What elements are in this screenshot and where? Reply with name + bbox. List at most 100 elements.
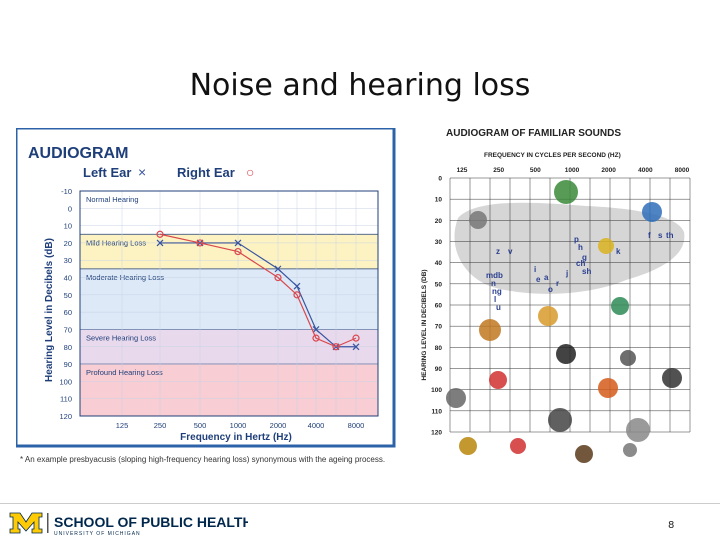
- familiar-y-tick: 40: [435, 260, 443, 267]
- speech-sound-letter: th: [666, 231, 674, 240]
- right-ear-point: [332, 343, 340, 351]
- clock-icon: [598, 238, 614, 254]
- speech-sound-letter: mdb: [486, 271, 503, 280]
- left-ear-point: [234, 239, 242, 247]
- baby-icon: [538, 306, 558, 326]
- left-ear-marker-icon: ×: [138, 164, 146, 180]
- audiogram-y-tick: 110: [60, 395, 72, 404]
- familiar-sounds-panel: AUDIOGRAM OF FAMILIAR SOUNDS FREQUENCY I…: [416, 120, 706, 470]
- dog-icon: [479, 319, 501, 341]
- block-m-icon: SCHOOL OF PUBLIC HEALTH UNIVERSITY OF MI…: [9, 512, 253, 537]
- vacuum-icon: [611, 297, 629, 315]
- left-ear-point: [312, 326, 320, 333]
- audiogram-series-line-left-ear: [160, 242, 356, 348]
- speech-sound-letter: ng: [492, 287, 502, 296]
- familiar-sounds-y-axis-label: HEARING LEVEL IN DECIBELS (DB): [421, 269, 428, 380]
- truck-icon: [446, 388, 466, 408]
- slide-title: Noise and hearing loss: [189, 68, 531, 103]
- familiar-y-tick: 20: [435, 218, 443, 225]
- bird-icon: [642, 202, 662, 222]
- familiar-y-tick: 60: [435, 303, 443, 310]
- speech-sound-letter: u: [496, 303, 501, 312]
- speech-sound-letter: l: [494, 295, 496, 304]
- audiogram-band-4: [80, 364, 378, 416]
- audiogram-x-tick: 125: [116, 421, 129, 430]
- familiar-x-tick: 1000: [565, 167, 580, 174]
- rifle-icon: [575, 445, 593, 463]
- familiar-y-tick: 110: [432, 408, 443, 415]
- chainsaw-icon: [598, 378, 618, 398]
- speech-sound-letter: n: [491, 279, 496, 288]
- audiogram-y-tick: 20: [64, 239, 72, 248]
- audiogram-footnote: * An example presbyacusis (sloping high-…: [20, 455, 386, 464]
- audiogram-y-tick: 70: [64, 325, 72, 334]
- right-ear-point: [196, 239, 204, 247]
- right-ear-marker-icon: ○: [246, 164, 254, 180]
- speech-sound-letter: a: [544, 273, 549, 282]
- speech-sound-letter: r: [556, 279, 559, 288]
- left-ear-point: [352, 343, 360, 351]
- phone-icon: [620, 350, 636, 366]
- audiogram-band-label: Profound Hearing Loss: [86, 368, 163, 377]
- piano-icon: [556, 344, 576, 364]
- familiar-y-tick: 100: [431, 387, 442, 394]
- familiar-sounds-chart: AUDIOGRAM OF FAMILIAR SOUNDS FREQUENCY I…: [421, 128, 691, 463]
- audiogram-x-tick: 1000: [230, 421, 247, 430]
- jet-icon: [626, 418, 650, 442]
- right-ear-point: [274, 273, 282, 282]
- audiogram-panel: AUDIOGRAM Left Ear × Right Ear ○ Normal …: [14, 126, 400, 482]
- audiogram-band-label: Severe Hearing Loss: [86, 333, 156, 342]
- speech-sound-letter: ch: [576, 259, 585, 268]
- familiar-y-tick: 30: [435, 239, 443, 246]
- audiogram-y-tick: 80: [64, 343, 72, 352]
- speech-sound-letter: v: [508, 247, 513, 256]
- familiar-y-tick: 10: [435, 197, 443, 204]
- familiar-x-tick: 250: [493, 167, 504, 174]
- speech-banana: [454, 202, 685, 294]
- audiogram-y-tick: 30: [64, 256, 72, 265]
- audiogram-x-tick: 8000: [348, 421, 365, 430]
- familiar-x-tick: 125: [457, 167, 468, 174]
- school-name: SCHOOL OF PUBLIC HEALTH: [54, 514, 248, 530]
- school-logo: SCHOOL OF PUBLIC HEALTH UNIVERSITY OF MI…: [8, 511, 253, 537]
- right-ear-point: [352, 334, 360, 342]
- page-number: 8: [668, 520, 675, 531]
- speech-sound-letter: j: [565, 269, 568, 278]
- footer-divider: [0, 503, 720, 504]
- speech-sound-letter: i: [534, 265, 536, 274]
- speech-sound-letter: s: [658, 231, 663, 240]
- audiogram-series-line-right-ear: [159, 233, 357, 348]
- audiogram-y-tick: -10: [61, 187, 72, 196]
- lawnmower-icon: [489, 371, 507, 389]
- audiogram-y-tick: 100: [59, 377, 72, 386]
- familiar-y-tick: 80: [435, 345, 443, 352]
- familiar-y-tick: 90: [435, 366, 443, 373]
- faucet-icon: [469, 211, 487, 229]
- band-icon: [548, 408, 572, 432]
- audiogram-band-label: Normal Hearing: [86, 195, 139, 204]
- audiogram-x-tick: 250: [154, 421, 167, 430]
- audiogram-y-axis-label: Hearing Level in Decibels (dB): [44, 238, 55, 382]
- left-ear-point: [274, 265, 282, 273]
- audiogram-band-1: [80, 234, 378, 269]
- audiogram-y-tick: 10: [64, 222, 72, 231]
- leaves-icon: [554, 180, 578, 204]
- audiogram-y-tick: 60: [64, 308, 72, 317]
- audiogram-chart: AUDIOGRAM Left Ear × Right Ear ○ Normal …: [14, 126, 396, 448]
- audiogram-y-tick: 40: [64, 274, 72, 283]
- right-ear-point: [312, 334, 320, 342]
- audiogram-plot-border: [79, 190, 379, 417]
- left-ear-point: [293, 282, 301, 290]
- right-ear-point: [234, 247, 242, 256]
- legend-right-ear-label: Right Ear: [177, 165, 235, 180]
- speech-sound-letter: g: [582, 253, 587, 262]
- speech-sound-letter: z: [496, 247, 500, 256]
- university-name: UNIVERSITY OF MICHIGAN: [54, 531, 141, 537]
- familiar-x-tick: 500: [530, 167, 541, 174]
- audiogram-title: AUDIOGRAM: [28, 145, 128, 162]
- motorcycle-icon: [662, 368, 682, 388]
- speech-sound-letter: h: [578, 243, 583, 252]
- speech-sound-letter: p: [574, 235, 579, 244]
- legend-left-ear-label: Left Ear: [83, 165, 131, 180]
- audiogram-y-tick: 120: [59, 412, 72, 421]
